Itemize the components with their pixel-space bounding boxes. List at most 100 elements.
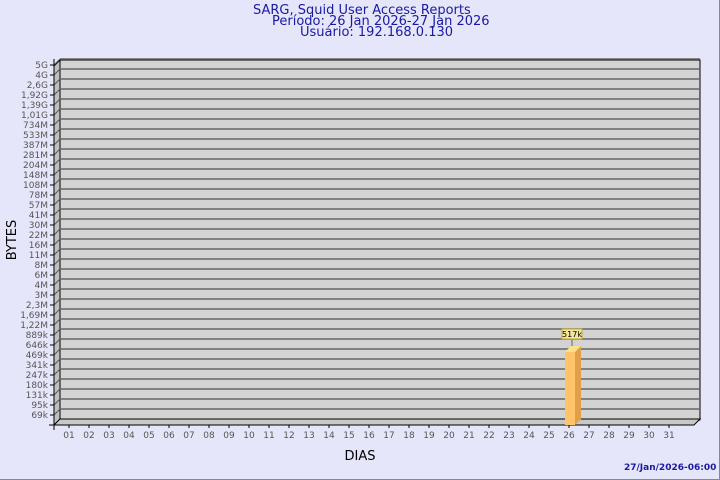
y-tick-label: 533M xyxy=(23,131,48,141)
gridline-depth xyxy=(53,88,61,96)
x-axis-label: DIAS xyxy=(345,449,376,464)
gridline-depth xyxy=(53,338,61,346)
x-tick-label: 20 xyxy=(443,431,455,441)
plot-back-wall xyxy=(59,59,701,421)
x-tick-label: 08 xyxy=(203,431,215,441)
x-tick-label: 27 xyxy=(583,431,594,441)
gridline-depth xyxy=(53,98,61,106)
x-tick-label: 06 xyxy=(163,431,175,441)
gridline-depth xyxy=(53,368,61,376)
gridline-depth xyxy=(53,328,61,336)
gridline-depth xyxy=(53,268,61,276)
gridline-depth xyxy=(53,158,61,166)
x-tick-label: 11 xyxy=(263,431,274,441)
x-tick-label: 12 xyxy=(283,431,294,441)
chart-title: SARG, Squid User Access Reports xyxy=(253,3,471,18)
y-tick-label: 4M xyxy=(35,281,49,291)
y-tick-label: 341k xyxy=(26,361,49,371)
timestamp: 27/Jan/2026-06:00 xyxy=(624,463,717,473)
gridline-depth xyxy=(53,108,61,116)
y-tick-label: 281M xyxy=(23,151,48,161)
bar xyxy=(565,351,575,425)
y-tick-label: 1,22M xyxy=(20,321,48,331)
y-tick-label: 148M xyxy=(23,171,48,181)
bar-side xyxy=(575,345,581,425)
y-tick-label: 131k xyxy=(26,391,49,401)
gridline-depth xyxy=(53,378,61,386)
plot-floor xyxy=(52,418,702,426)
gridline-depth xyxy=(53,148,61,156)
y-tick-label: 2,6G xyxy=(27,81,48,91)
gridline-depth xyxy=(53,78,61,86)
gridline-depth xyxy=(53,388,61,396)
x-tick-label: 21 xyxy=(463,431,474,441)
y-tick-label: 1,39G xyxy=(21,101,48,111)
gridline-depth xyxy=(53,178,61,186)
gridline-depth xyxy=(53,188,61,196)
x-tick-label: 29 xyxy=(623,431,635,441)
bar-label: 517k xyxy=(562,330,582,339)
x-tick-label: 02 xyxy=(83,431,94,441)
gridline-depth xyxy=(53,248,61,256)
x-tick-label: 28 xyxy=(603,431,615,441)
chart-period: Período: 26 Jan 2026-27 Jan 2026 xyxy=(272,14,490,29)
x-tick-label: 14 xyxy=(323,431,335,441)
x-tick-label: 15 xyxy=(343,431,354,441)
gridline-depth xyxy=(53,118,61,126)
y-tick-label: 95k xyxy=(31,401,48,411)
y-tick-label: 889k xyxy=(26,331,49,341)
y-tick-label: 1,92G xyxy=(21,91,48,101)
x-tick-label: 18 xyxy=(403,431,415,441)
y-tick-label: 108M xyxy=(23,181,48,191)
x-tick-label: 17 xyxy=(383,431,394,441)
chart-user: Usuário: 192.168.0.130 xyxy=(300,25,454,40)
y-tick-label: 2,3M xyxy=(26,301,48,311)
gridline-depth xyxy=(53,288,61,296)
y-tick-label: 1,01G xyxy=(21,111,48,121)
x-tick-label: 04 xyxy=(123,431,135,441)
y-tick-label: 30M xyxy=(29,221,48,231)
gridline-depth xyxy=(53,58,61,66)
x-tick-label: 26 xyxy=(563,431,575,441)
gridline-depth xyxy=(53,278,61,286)
gridline-depth xyxy=(53,348,61,356)
x-tick-label: 01 xyxy=(63,431,74,441)
y-tick-label: 78M xyxy=(29,191,48,201)
bar-label-box xyxy=(561,328,583,340)
x-tick-label: 24 xyxy=(523,431,535,441)
gridline-depth xyxy=(53,318,61,326)
bar-top xyxy=(565,345,581,352)
y-tick-label: 646k xyxy=(26,341,49,351)
y-tick-label: 180k xyxy=(26,381,49,391)
x-tick-label: 10 xyxy=(243,431,255,441)
y-tick-label: 41M xyxy=(29,211,48,221)
y-tick-label: 57M xyxy=(29,201,48,211)
x-tick-label: 31 xyxy=(663,431,674,441)
gridline-depth xyxy=(53,238,61,246)
y-tick-label: 11M xyxy=(29,251,48,261)
x-tick-label: 30 xyxy=(643,431,655,441)
y-tick-label: 4G xyxy=(35,71,48,81)
y-tick-label: 16M xyxy=(29,241,48,251)
y-tick-label: 3M xyxy=(35,291,49,301)
y-tick-label: 22M xyxy=(29,231,48,241)
y-tick-label: 1,69M xyxy=(20,311,48,321)
gridline-depth xyxy=(53,358,61,366)
x-tick-label: 16 xyxy=(363,431,375,441)
x-tick-label: 23 xyxy=(503,431,514,441)
gridline-depth xyxy=(53,398,61,406)
y-tick-label: 69k xyxy=(31,411,48,421)
x-tick-label: 22 xyxy=(483,431,494,441)
x-tick-label: 25 xyxy=(543,431,554,441)
y-tick-label: 469k xyxy=(26,351,49,361)
gridline-depth xyxy=(53,308,61,316)
gridline-depth xyxy=(53,218,61,226)
y-tick-label: 204M xyxy=(23,161,48,171)
gridline-depth xyxy=(53,168,61,176)
y-tick-label: 5G xyxy=(35,61,48,71)
gridline-depth xyxy=(53,408,61,416)
gridline-depth xyxy=(53,128,61,136)
x-tick-label: 07 xyxy=(183,431,194,441)
x-tick-label: 03 xyxy=(103,431,114,441)
gridline-depth xyxy=(53,228,61,236)
